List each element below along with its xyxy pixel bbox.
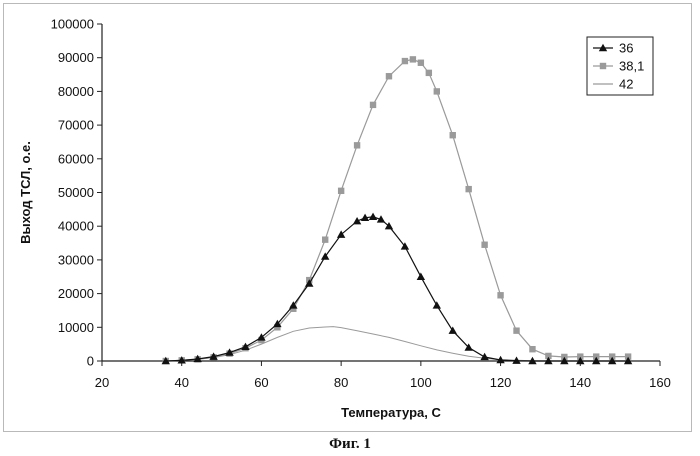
x-tick-label: 40 (174, 375, 188, 390)
series-point (370, 102, 376, 108)
series-point (450, 132, 456, 138)
series-point (600, 63, 606, 69)
legend-label: 36 (619, 41, 633, 56)
series-point (338, 188, 344, 194)
y-tick-label: 80000 (58, 84, 94, 99)
x-tick-label: 140 (569, 375, 591, 390)
figure-caption: Фиг. 1 (0, 436, 700, 453)
series-point (480, 353, 488, 360)
series-point (426, 70, 432, 76)
series-point (433, 301, 441, 308)
series-point (513, 327, 519, 333)
y-tick-label: 20000 (58, 286, 94, 301)
legend: 36 38,1 42 (587, 37, 653, 95)
y-tick-label: 40000 (58, 219, 94, 234)
series-point (418, 60, 424, 66)
x-tick-label: 80 (334, 375, 348, 390)
series-point (354, 142, 360, 148)
series-point (402, 58, 408, 64)
series-36 (162, 213, 633, 365)
series-point (497, 292, 503, 298)
y-tick-label: 100000 (51, 17, 94, 32)
y-axis-title: Выход ТСЛ, о.е. (18, 141, 33, 244)
x-axis-title: Температура, С (341, 405, 441, 420)
series-point (465, 186, 471, 192)
series-point (386, 73, 392, 79)
series-line (166, 327, 628, 361)
series-42 (166, 327, 628, 361)
y-tick-label: 70000 (58, 118, 94, 133)
series-38-1 (163, 56, 632, 364)
series-point (353, 217, 361, 224)
series-point (449, 326, 457, 333)
legend-label: 42 (619, 77, 633, 92)
y-tick-label: 90000 (58, 50, 94, 65)
y-tick-label: 60000 (58, 151, 94, 166)
series-point (322, 236, 328, 242)
y-tick-label: 50000 (58, 185, 94, 200)
x-tick-label: 160 (649, 375, 671, 390)
y-tick-label: 10000 (58, 320, 94, 335)
legend-label: 38,1 (619, 59, 644, 74)
series-point (529, 346, 535, 352)
series-point (410, 56, 416, 62)
series-point (369, 213, 377, 220)
x-tick-label: 100 (410, 375, 432, 390)
x-tick-label: 120 (490, 375, 512, 390)
series-point (417, 273, 425, 280)
x-tick-label: 20 (95, 375, 109, 390)
y-tick-label: 30000 (58, 252, 94, 267)
y-tick-label: 0 (87, 354, 94, 369)
series-point (481, 242, 487, 248)
tsl-chart: 0 10000 20000 30000 40000 50000 60000 70000 8000… (0, 0, 700, 432)
series-line (166, 59, 628, 361)
series-point (434, 88, 440, 94)
x-tick-label: 60 (254, 375, 268, 390)
